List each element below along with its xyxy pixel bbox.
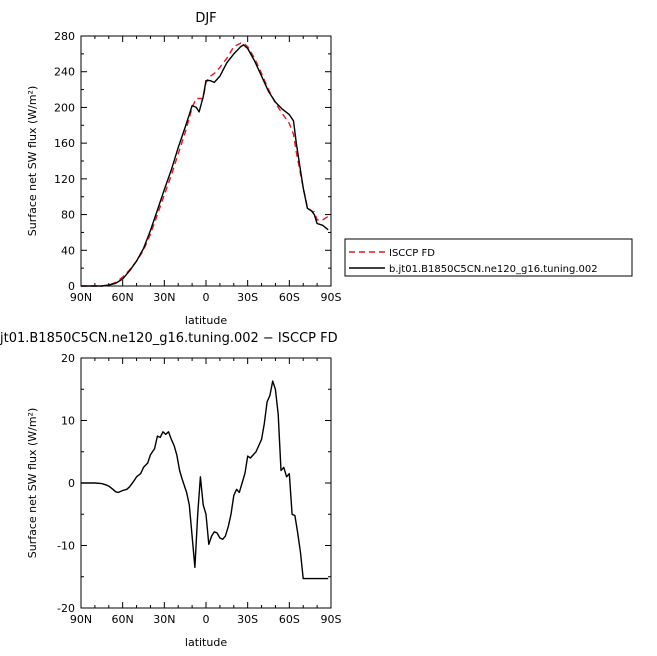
bottom-chart-xtick-label: 0 bbox=[203, 613, 210, 626]
bottom-chart-axes: 90N 60N 30N 0 30S 60S 90S -20 -10 0 10 20 bbox=[57, 352, 341, 626]
bottom-chart-ytick-label: 20 bbox=[61, 352, 75, 365]
bottom-chart-series-line-0 bbox=[81, 380, 329, 580]
top-chart: DJF 90N 60N 30N 0 30S 60S 90S 0 40 80 120 160 200 240… bbox=[26, 11, 342, 327]
bottom-chart-xtick-label: 60N bbox=[112, 613, 134, 626]
legend: ISCCP FD b.jt01.B1850C5CN.ne120_g16.tuni… bbox=[344, 238, 633, 277]
bottom-chart-ytick-label: -10 bbox=[57, 540, 75, 553]
bottom-chart-xtick-label: 30S bbox=[237, 613, 258, 626]
top-chart-series-line-0 bbox=[81, 42, 329, 287]
top-chart-xtick-label: 60S bbox=[279, 291, 300, 304]
bottom-chart-xtick-label: 90S bbox=[321, 613, 342, 626]
top-chart-xtick-label: 90S bbox=[321, 291, 342, 304]
bottom-chart-ylabel: Surface net SW flux (W/m²) bbox=[26, 408, 39, 559]
top-chart-ylabel: Surface net SW flux (W/m²) bbox=[26, 86, 39, 237]
legend-box bbox=[344, 238, 633, 277]
bottom-chart: jt01.B1850C5CN.ne120_g16.tuning.002 − IS… bbox=[0, 331, 342, 649]
bottom-chart-xtick-label: 30N bbox=[153, 613, 175, 626]
legend-label-isccp: ISCCP FD bbox=[389, 248, 435, 259]
top-chart-ytick-label: 120 bbox=[54, 173, 75, 186]
bottom-chart-ytick-label: -20 bbox=[57, 602, 75, 615]
bottom-chart-xtick-label: 90N bbox=[70, 613, 92, 626]
top-chart-xtick-label: 60N bbox=[112, 291, 134, 304]
top-chart-ytick-label: 240 bbox=[54, 66, 75, 79]
top-chart-ytick-label: 80 bbox=[61, 209, 75, 222]
top-chart-axes: 90N 60N 30N 0 30S 60S 90S 0 40 80 120 160 200 240 280 bbox=[54, 30, 342, 304]
top-chart-xtick-label: 0 bbox=[203, 291, 210, 304]
top-chart-xtick-label: 30S bbox=[237, 291, 258, 304]
legend-label-model: b.jt01.B1850C5CN.ne120_g16.tuning.002 bbox=[389, 264, 598, 275]
top-chart-title: DJF bbox=[195, 11, 216, 26]
bottom-chart-ytick-label: 0 bbox=[68, 477, 75, 490]
top-chart-ytick-label: 200 bbox=[54, 101, 75, 114]
top-chart-ytick-label: 280 bbox=[54, 30, 75, 43]
bottom-chart-plot-frame bbox=[80, 357, 332, 609]
top-chart-xtick-label: 30N bbox=[153, 291, 175, 304]
top-chart-xtick-label: 90N bbox=[70, 291, 92, 304]
top-chart-ytick-label: 160 bbox=[54, 137, 75, 150]
top-chart-xlabel: latitude bbox=[185, 314, 227, 327]
bottom-chart-series bbox=[81, 380, 329, 580]
top-chart-ytick-label: 0 bbox=[68, 280, 75, 293]
bottom-chart-xtick-label: 60S bbox=[279, 613, 300, 626]
bottom-chart-title: jt01.B1850C5CN.ne120_g16.tuning.002 − IS… bbox=[0, 331, 338, 346]
top-chart-plot-frame bbox=[80, 35, 332, 287]
top-chart-series bbox=[81, 42, 329, 287]
top-chart-series-line-1 bbox=[81, 44, 329, 287]
bottom-chart-ytick-label: 10 bbox=[61, 415, 75, 428]
top-chart-ytick-label: 40 bbox=[61, 244, 75, 257]
bottom-chart-xlabel: latitude bbox=[185, 636, 227, 649]
